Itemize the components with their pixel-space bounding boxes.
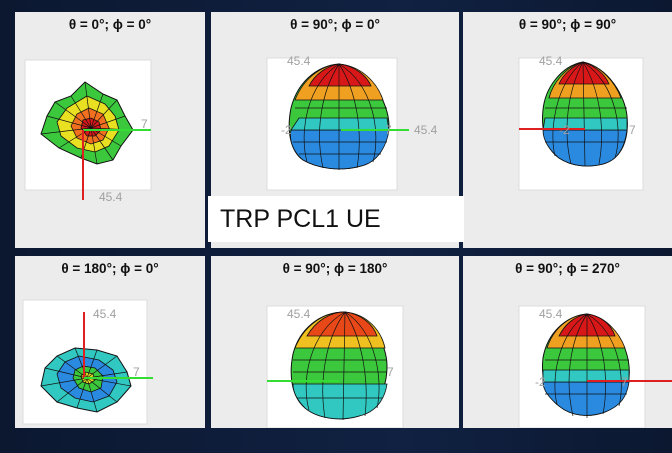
axis-label: 45.4 [287,307,311,321]
axis-label: 7 [133,365,140,379]
pattern-panel-theta90-phi270: θ = 90°; ϕ = 270° 45.4 -2 7 [463,256,672,428]
axis-label: 7 [621,375,628,389]
axis-label: 45.4 [539,307,563,321]
pattern-side-view [542,313,630,418]
axis-label: 45.4 [414,123,438,137]
radiation-pattern-plot: 45.4 -2 7 [518,305,672,428]
axis-label: 45.4 [287,54,311,68]
axis-label: 45.4 [539,54,563,68]
radiation-pattern-plot: 45.4 7 [22,299,153,425]
pattern-panel-theta90-phi90: θ = 90°; ϕ = 90° 45.4 -2 7 [463,12,672,248]
panel-title: θ = 90°; ϕ = 0° [290,17,380,32]
panel-title: θ = 90°; ϕ = 270° [515,261,620,276]
axis-label: 45.4 [93,307,117,321]
pattern-panel-theta0-phi0: θ = 0°; ϕ = 0° 45.4 7 [15,12,205,248]
axis-label: 7 [629,123,636,137]
axis-label: 7 [385,123,392,137]
pattern-panel-theta180-phi0: θ = 180°; ϕ = 0° 45.4 7 [15,256,205,428]
axis-label: 45.4 [99,190,123,204]
axis-label: -2 [535,375,546,389]
pattern-side-view [542,61,628,167]
axis-label: 7 [141,117,148,131]
panel-title: θ = 90°; ϕ = 90° [518,17,617,32]
figure-title: TRP PCL1 UE [208,196,464,242]
axis-label: -2 [559,123,570,137]
panel-title: θ = 180°; ϕ = 0° [61,261,159,276]
pattern-panel-theta90-phi180: θ = 90°; ϕ = 180° 45.4 7 [211,256,459,428]
panel-title: θ = 90°; ϕ = 180° [282,261,388,276]
radiation-pattern-plot: 45.4 -2 7 [518,54,644,191]
pattern-side-view [288,63,390,170]
pattern-top-view [40,81,134,165]
axis-label: -2 [281,123,292,137]
axis-label: 7 [387,365,394,379]
radiation-pattern-plot: 45.4 7 [266,305,404,428]
radiation-pattern-plot: 45.4 45.4 -2 7 [266,54,438,191]
panel-title: θ = 0°; ϕ = 0° [68,17,152,32]
pattern-side-view [290,311,388,421]
radiation-pattern-plot: 45.4 7 [24,59,152,204]
